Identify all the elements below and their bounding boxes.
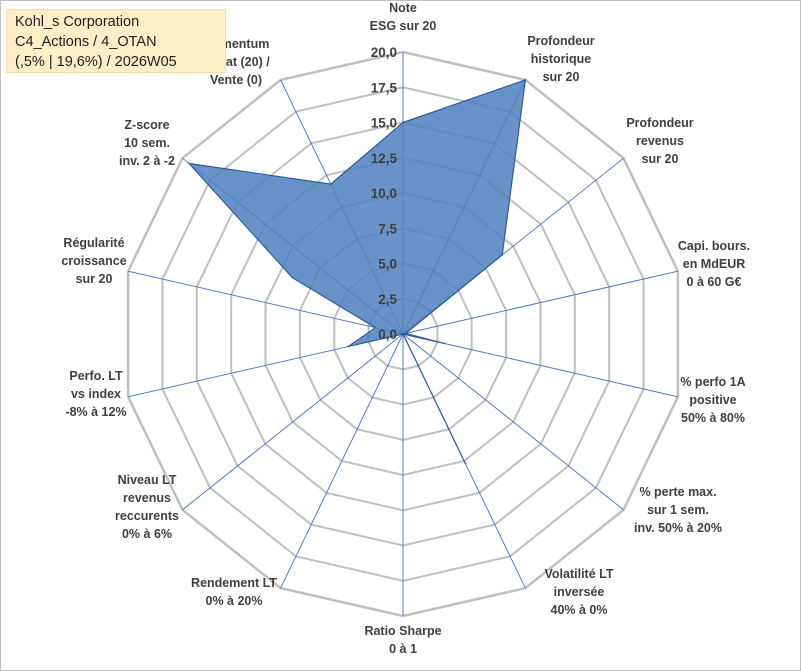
- axis-label-line: 40% à 0%: [551, 603, 608, 617]
- axis-label-line: sur 20: [642, 152, 679, 166]
- r-tick-label: 7,5: [378, 221, 397, 236]
- axis-label-line: revenus: [123, 491, 171, 505]
- series-point: [404, 332, 407, 335]
- r-tick-label: 15,0: [371, 116, 397, 131]
- axis-label: Régularité croissance sur 20: [61, 236, 126, 286]
- axis-label-line: positive: [689, 393, 736, 407]
- series-point: [188, 162, 190, 165]
- axis-label-line: Note: [389, 1, 417, 15]
- axis-label-line: Profondeur: [626, 116, 693, 130]
- radar-axis-labels: Note ESG sur 20 Profondeur historique sur 20…: [61, 1, 750, 656]
- axis-spoke: [182, 333, 404, 511]
- axis-label-line: Profondeur: [527, 34, 594, 48]
- axis-spoke: [280, 333, 404, 589]
- axis-spoke: [402, 333, 679, 398]
- axis-label-line: historique: [531, 52, 591, 66]
- r-tick-label: 12,5: [371, 151, 398, 166]
- axis-label-line: inversée: [554, 585, 605, 599]
- axis-spoke: [402, 333, 624, 511]
- series-point: [374, 326, 377, 329]
- axis-label-line: % perfo 1A: [680, 375, 745, 389]
- axis-label-line: reccurents: [115, 509, 179, 523]
- series-point: [291, 276, 294, 279]
- series-point: [524, 79, 527, 81]
- axis-label: % perte max. sur 1 sem. inv. 50% à 20%: [634, 485, 722, 535]
- axis-label: Note ESG sur 20: [370, 1, 437, 33]
- axis-label-line: Niveau LT: [118, 473, 177, 487]
- r-tick-label: 10,0: [371, 186, 397, 201]
- axis-spoke: [127, 270, 404, 335]
- axis-spoke: [402, 270, 679, 335]
- series-point: [464, 462, 467, 465]
- series-point: [402, 333, 404, 335]
- axis-label-line: inv. 2 à -2: [119, 154, 175, 168]
- axis-label: Profondeur historique sur 20: [527, 34, 594, 84]
- title-line-2: C4_Actions / 4_OTAN: [15, 34, 157, 50]
- radar-series: [187, 79, 527, 465]
- chart-title-box: Kohl_s Corporation C4_Actions / 4_OTAN (…: [6, 9, 226, 73]
- r-tick-label: 0,0: [378, 327, 397, 342]
- axis-label: Z-score 10 sem. inv. 2 à -2: [119, 118, 175, 168]
- axis-label: Capi. bours. en MdEUR 0 à 60 G€: [678, 239, 750, 289]
- series-point: [501, 254, 504, 256]
- axis-label: Profondeur revenus sur 20: [626, 116, 693, 166]
- axis-label-line: ESG sur 20: [370, 19, 437, 33]
- series-point: [347, 345, 349, 348]
- axis-label-line: inv. 50% à 20%: [634, 521, 722, 535]
- r-tick-label: 20,0: [371, 45, 397, 60]
- r-tick-label: 2,5: [378, 292, 397, 307]
- axis-label: Volatilité LT inversée 40% à 0%: [545, 567, 614, 617]
- axis-label: Rendement LT 0% à 20%: [191, 576, 277, 608]
- title-line-3: (,5% | 19,6%) / 2026W05: [15, 54, 177, 70]
- axis-label-line: Z-score: [124, 118, 169, 132]
- axis-label-line: 0% à 20%: [206, 594, 263, 608]
- axis-label: Perfo. LT vs index -8% à 12%: [65, 369, 126, 419]
- axis-label-line: Rendement LT: [191, 576, 277, 590]
- axis-label-line: sur 20: [543, 70, 580, 84]
- axis-label-line: croissance: [61, 254, 126, 268]
- axis-label-line: vs index: [71, 387, 121, 401]
- axis-label-line: % perte max.: [639, 485, 716, 499]
- axis-label-line: 0% à 6%: [122, 527, 172, 541]
- axis-label-line: Régularité: [63, 236, 124, 250]
- axis-label-line: 0 à 60 G€: [687, 275, 742, 289]
- axis-label-line: 50% à 80%: [681, 411, 745, 425]
- axis-label-line: Capi. bours.: [678, 239, 750, 253]
- radar-ticks: 0,0 2,5 5,0 7,5 10,0 12,5 15,0 17,5 20,0: [371, 45, 398, 342]
- axis-label: Ratio Sharpe 0 à 1: [364, 624, 441, 656]
- r-tick-label: 5,0: [378, 257, 397, 272]
- axis-label-line: en MdEUR: [683, 257, 746, 271]
- series-area: [187, 79, 527, 464]
- axis-label-line: 10 sem.: [124, 136, 170, 150]
- axis-label-line: Volatilité LT: [545, 567, 614, 581]
- title-line-1: Kohl_s Corporation: [15, 14, 140, 30]
- axis-label-line: Ratio Sharpe: [364, 624, 441, 638]
- axis-label-line: -8% à 12%: [65, 405, 126, 419]
- axis-label-line: sur 1 sem.: [647, 503, 709, 517]
- r-tick-label: 17,5: [371, 80, 398, 95]
- axis-label-line: Perfo. LT: [69, 369, 123, 383]
- axis-label-line: revenus: [636, 134, 684, 148]
- axis-label: % perfo 1A positive 50% à 80%: [680, 375, 745, 425]
- series-point: [402, 121, 404, 124]
- axis-label-line: 0 à 1: [389, 642, 417, 656]
- axis-label-line: sur 20: [76, 272, 113, 286]
- axis-label: Niveau LT revenus reccurents 0% à 6%: [115, 473, 179, 541]
- series-point: [443, 342, 446, 345]
- axis-label-line: Vente (0): [210, 73, 262, 87]
- series-point: [330, 183, 332, 185]
